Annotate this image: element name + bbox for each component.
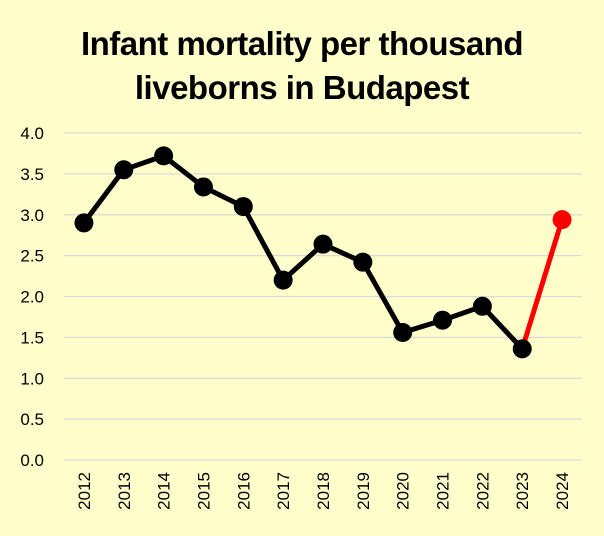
x-tick-label: 2018 <box>314 472 333 510</box>
data-point <box>154 146 174 166</box>
x-tick-label: 2022 <box>473 472 492 510</box>
data-point <box>114 160 134 180</box>
data-point <box>512 339 532 359</box>
y-tick-label: 4.0 <box>20 124 44 143</box>
x-tick-label: 2020 <box>394 472 413 510</box>
data-point <box>74 213 94 233</box>
x-tick-label: 2024 <box>553 472 572 510</box>
data-point <box>193 177 213 197</box>
data-point <box>233 197 253 217</box>
x-tick-label: 2013 <box>115 472 134 510</box>
y-tick-label: 0.5 <box>20 410 44 429</box>
y-tick-label: 0.0 <box>20 451 44 470</box>
data-point <box>273 270 293 290</box>
x-tick-label: 2014 <box>155 472 174 510</box>
series-line <box>81 153 525 352</box>
data-point-highlight <box>552 210 572 230</box>
x-tick-label: 2021 <box>434 472 453 510</box>
x-tick-label: 2015 <box>194 472 213 510</box>
y-tick-label: 1.5 <box>20 328 44 347</box>
y-tick-label: 3.0 <box>20 206 44 225</box>
x-tick-label: 2012 <box>75 472 94 510</box>
y-tick-label: 2.0 <box>20 288 44 307</box>
chart-title: Infant mortality per thousand liveborns … <box>0 22 604 110</box>
x-tick-label: 2023 <box>513 472 532 510</box>
x-tick-label: 2019 <box>354 472 373 510</box>
data-point <box>433 310 453 330</box>
data-point <box>313 234 333 254</box>
series-line <box>519 217 565 352</box>
chart-title-line-1: Infant mortality per thousand <box>80 25 524 62</box>
x-tick-label: 2016 <box>234 472 253 510</box>
data-point <box>393 322 413 342</box>
y-tick-label: 3.5 <box>20 165 44 184</box>
y-tick-label: 1.0 <box>20 369 44 388</box>
y-tick-label: 2.5 <box>20 247 44 266</box>
data-point <box>353 252 373 272</box>
x-tick-label: 2017 <box>274 472 293 510</box>
data-point <box>472 296 492 316</box>
chart-title-line-2: liveborns in Budapest <box>134 69 470 106</box>
